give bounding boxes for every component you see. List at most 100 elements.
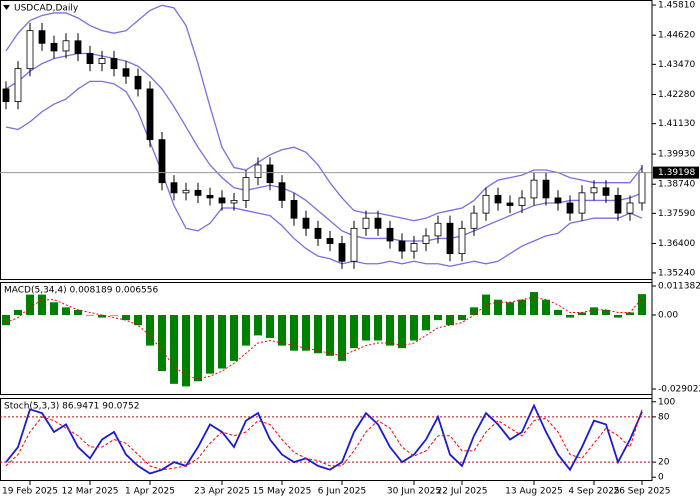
candle-body [158,139,166,184]
macd-bar [398,315,406,349]
candle-body [518,197,526,206]
candle-body [302,217,310,229]
macd-bar [86,315,94,316]
macd-bar [122,315,130,321]
candle-body [74,40,82,54]
macd-bar [302,315,310,351]
candle-body [374,217,382,229]
candle-body [122,68,130,77]
x-tick-label: 23 Apr 2025 [194,487,250,497]
x-tick-label: 30 Jun 2025 [387,487,441,497]
panel-title: MACD(5,34,4) 0.008189 0.006556 [4,286,159,296]
macd-bar [194,315,202,382]
candle-body [194,189,202,196]
candle-body [62,40,70,52]
candle-body [638,172,646,204]
macd-bar [2,315,10,326]
macd-bar [590,307,598,316]
candle-body [410,243,418,252]
macd-bar [326,315,334,356]
candle-body [50,42,58,52]
macd-bar [614,315,622,318]
y-tick-label: 80 [658,412,670,422]
y-tick-label: 100 [658,397,675,407]
macd-bar [422,315,430,331]
candle-body [26,30,34,70]
macd-bar [38,294,46,316]
last-price-box [653,166,699,179]
y-tick-label: 1.35240 [658,268,695,278]
macd-bar [542,299,550,316]
candle-body [530,179,538,199]
y-tick-label: 0.00 [658,311,678,321]
macd-bar [338,315,346,361]
macd-bar [158,315,166,372]
candle-body [242,177,250,201]
macd-bar [98,315,106,318]
macd-signal [5,296,643,380]
y-tick-label: 0 [658,473,664,483]
macd-bar [170,315,178,384]
macd-bar [554,309,562,316]
macd-bar [146,315,154,346]
candle-body [146,88,154,141]
candle-body [494,194,502,204]
y-tick-label: 1.42280 [658,90,695,100]
candle-body [38,30,46,44]
candle-body [422,235,430,244]
y-tick-label: 0.011382 [658,281,700,291]
macd-bar [410,315,418,341]
candle-body [482,194,490,214]
macd-bar [518,299,526,316]
macd-bar [218,315,226,369]
candle-body [86,53,94,65]
macd-bar [182,315,190,387]
macd-bar [434,315,442,321]
x-tick-label: 12 Mar 2025 [61,487,118,497]
candle-body [254,164,262,179]
panel-frame [0,0,653,280]
candle-body [458,227,466,255]
macd-bar [62,307,70,316]
candle-body [182,189,190,194]
candle-body [218,197,226,204]
macd-bar [266,315,274,338]
candle-body [566,202,574,214]
candle-body [278,182,286,201]
macd-bar [134,315,142,326]
macd-bar [506,302,514,316]
macd-bar [230,315,238,361]
last-price-label: 1.39198 [658,168,695,178]
candle-body [602,187,610,196]
y-tick-label: -0.029022 [658,384,700,394]
macd-bar [362,315,370,341]
macd-bar [470,307,478,316]
macd-bar [626,312,634,316]
candle-body [542,179,550,199]
bollinger-band [5,4,643,222]
candle-body [386,227,394,242]
x-tick-label: 6 Jun 2025 [318,487,366,497]
x-tick-label: 22 Jul 2025 [437,487,488,497]
candle-body [362,217,370,229]
x-tick-label: 4 Sep 2025 [568,487,619,497]
macd-bar [386,315,394,346]
y-tick-label: 1.44620 [658,31,695,41]
candle-body [350,227,358,262]
macd-bar [458,315,466,321]
candle-body [314,227,322,239]
y-tick-label: 1.45810 [658,1,695,11]
candle-body [614,194,622,214]
macd-bar [242,315,250,346]
candle-body [266,164,274,184]
macd-bar [254,315,262,336]
candle-body [626,202,634,214]
candle-body [590,187,598,194]
macd-bar [638,294,646,316]
macd-bar [530,292,538,316]
candle-body [398,240,406,252]
stoch-main [5,403,643,475]
y-tick-label: 1.37590 [658,209,695,219]
candle-body [338,243,346,262]
